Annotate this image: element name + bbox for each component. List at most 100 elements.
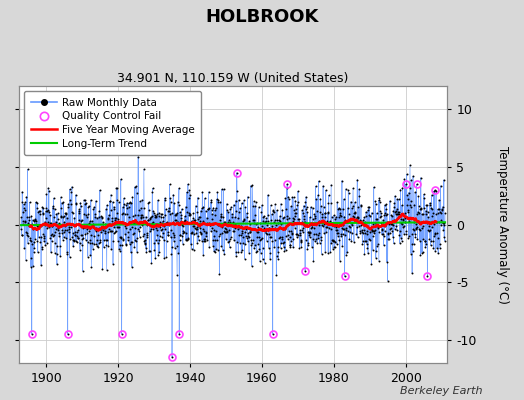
Point: [392, 211, 400, 218]
Point: [393, 211, 401, 217]
Point: [191, 218, 200, 225]
Point: [355, 223, 363, 229]
Point: [228, 220, 237, 226]
Point: [228, 211, 236, 217]
Point: [79, 268, 87, 274]
Point: [191, 216, 199, 223]
Point: [135, 219, 144, 225]
Point: [366, 224, 375, 231]
Point: [335, 212, 344, 218]
Point: [28, 217, 37, 223]
Point: [29, 263, 37, 270]
Point: [414, 219, 422, 226]
Point: [280, 247, 289, 254]
Point: [296, 232, 304, 238]
Point: [349, 185, 357, 192]
Point: [363, 230, 371, 237]
Point: [18, 188, 26, 195]
Point: [226, 222, 235, 228]
Point: [189, 222, 197, 229]
Point: [112, 215, 120, 222]
Point: [295, 245, 303, 251]
Point: [336, 210, 345, 216]
Point: [61, 211, 70, 218]
Point: [265, 225, 274, 232]
Point: [243, 194, 252, 200]
Point: [364, 250, 372, 257]
Point: [211, 211, 220, 218]
Point: [85, 220, 93, 227]
Point: [230, 202, 238, 208]
Point: [412, 221, 420, 227]
Point: [400, 231, 408, 237]
Point: [64, 226, 73, 233]
Point: [395, 208, 403, 215]
Point: [277, 240, 286, 246]
Point: [184, 212, 193, 218]
Point: [24, 232, 32, 239]
Point: [361, 230, 369, 236]
Point: [131, 224, 139, 231]
Point: [299, 228, 307, 235]
Point: [111, 229, 119, 236]
Point: [24, 240, 32, 246]
Point: [318, 211, 326, 217]
Point: [260, 260, 269, 266]
Point: [272, 271, 280, 278]
Point: [29, 249, 38, 256]
Point: [116, 176, 125, 183]
Point: [196, 208, 205, 214]
Point: [408, 270, 416, 276]
Point: [271, 222, 280, 228]
Point: [390, 216, 398, 223]
Point: [86, 240, 95, 246]
Point: [236, 205, 244, 212]
Point: [83, 238, 92, 245]
Point: [59, 199, 68, 206]
Point: [187, 246, 195, 252]
Point: [227, 204, 235, 210]
Point: [265, 230, 273, 237]
Point: [181, 216, 189, 223]
Point: [107, 191, 115, 198]
Point: [414, 203, 423, 210]
Point: [193, 239, 201, 246]
Point: [211, 207, 219, 213]
Point: [160, 254, 168, 261]
Point: [313, 232, 322, 239]
Point: [228, 214, 236, 220]
Point: [408, 231, 416, 238]
Point: [176, 232, 184, 238]
Point: [215, 232, 223, 239]
Point: [413, 224, 421, 230]
Point: [326, 200, 335, 206]
Point: [257, 236, 265, 243]
Point: [344, 228, 352, 234]
Point: [182, 236, 191, 242]
Point: [309, 205, 317, 212]
Point: [84, 253, 92, 260]
Point: [283, 232, 292, 238]
Point: [414, 193, 422, 200]
Point: [233, 170, 241, 176]
Point: [189, 210, 198, 217]
Point: [110, 224, 118, 230]
Point: [419, 236, 428, 242]
Point: [120, 201, 128, 207]
Point: [73, 229, 82, 235]
Point: [159, 237, 168, 243]
Point: [354, 215, 362, 222]
Point: [421, 208, 430, 214]
Point: [257, 209, 266, 215]
Point: [40, 218, 49, 225]
Point: [385, 236, 393, 242]
Point: [142, 213, 150, 220]
Point: [198, 189, 206, 195]
Point: [77, 218, 85, 224]
Point: [289, 218, 297, 224]
Point: [103, 202, 111, 208]
Point: [111, 214, 119, 221]
Point: [342, 251, 351, 258]
Point: [330, 212, 338, 218]
Point: [153, 211, 161, 218]
